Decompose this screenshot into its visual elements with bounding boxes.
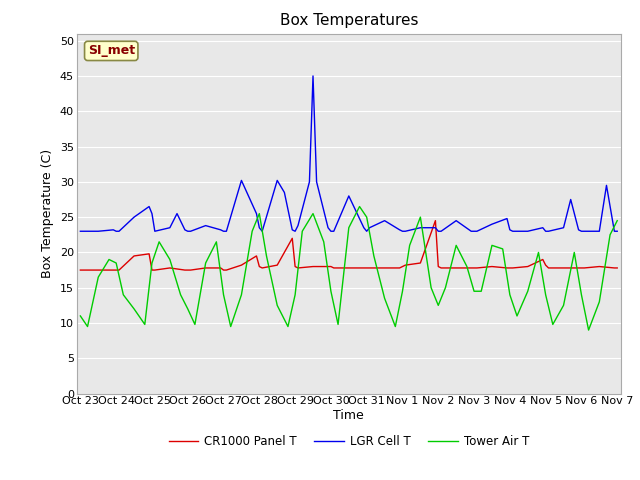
Legend: CR1000 Panel T, LGR Cell T, Tower Air T: CR1000 Panel T, LGR Cell T, Tower Air T (164, 430, 534, 453)
LGR Cell T (148, 211, 156, 216)
Line: CR1000 Panel T: CR1000 Panel T (81, 221, 617, 270)
CR1000 Panel T (363, 265, 371, 271)
Title: Box Temperatures: Box Temperatures (280, 13, 418, 28)
Y-axis label: Box Temperature (C): Box Temperature (C) (42, 149, 54, 278)
CR1000 Panel T (77, 267, 84, 273)
LGR Cell T (613, 228, 621, 234)
Tower Air T (262, 253, 270, 259)
Line: LGR Cell T: LGR Cell T (81, 76, 617, 231)
CR1000 Panel T (613, 265, 621, 271)
Text: SI_met: SI_met (88, 44, 135, 58)
Tower Air T (184, 306, 191, 312)
LGR Cell T (166, 225, 173, 230)
X-axis label: Time: Time (333, 409, 364, 422)
LGR Cell T (324, 225, 332, 230)
LGR Cell T (77, 228, 84, 234)
LGR Cell T (503, 216, 511, 221)
CR1000 Panel T (545, 265, 552, 271)
LGR Cell T (294, 223, 302, 228)
Tower Air T (370, 253, 378, 259)
CR1000 Panel T (399, 264, 406, 269)
LGR Cell T (580, 228, 588, 234)
Tower Air T (356, 204, 364, 209)
Tower Air T (202, 260, 209, 266)
Tower Air T (613, 218, 621, 224)
Tower Air T (585, 327, 593, 333)
Tower Air T (77, 313, 84, 319)
LGR Cell T (309, 73, 317, 79)
CR1000 Panel T (184, 267, 191, 273)
CR1000 Panel T (431, 218, 439, 224)
Tower Air T (549, 322, 557, 327)
Line: Tower Air T: Tower Air T (81, 206, 617, 330)
Tower Air T (406, 242, 413, 248)
CR1000 Panel T (202, 265, 209, 271)
CR1000 Panel T (259, 265, 266, 271)
